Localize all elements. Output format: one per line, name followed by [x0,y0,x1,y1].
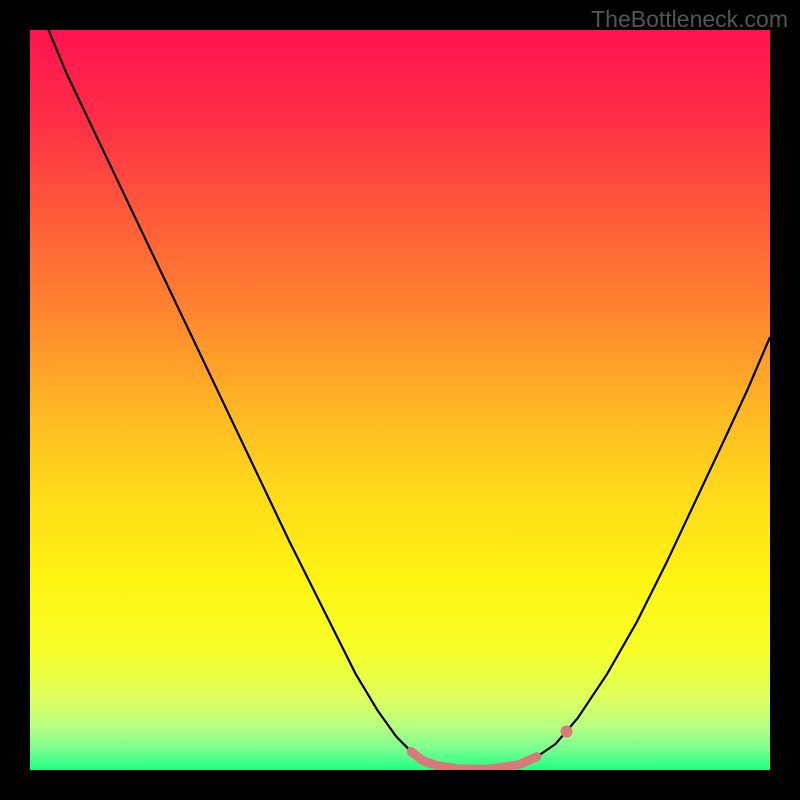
chart-plot [30,30,770,770]
watermark-text: TheBottleneck.com [591,6,788,33]
chart-container: TheBottleneck.com [0,0,800,800]
marker-highlight-dot [561,726,573,738]
plot-background [30,30,770,770]
